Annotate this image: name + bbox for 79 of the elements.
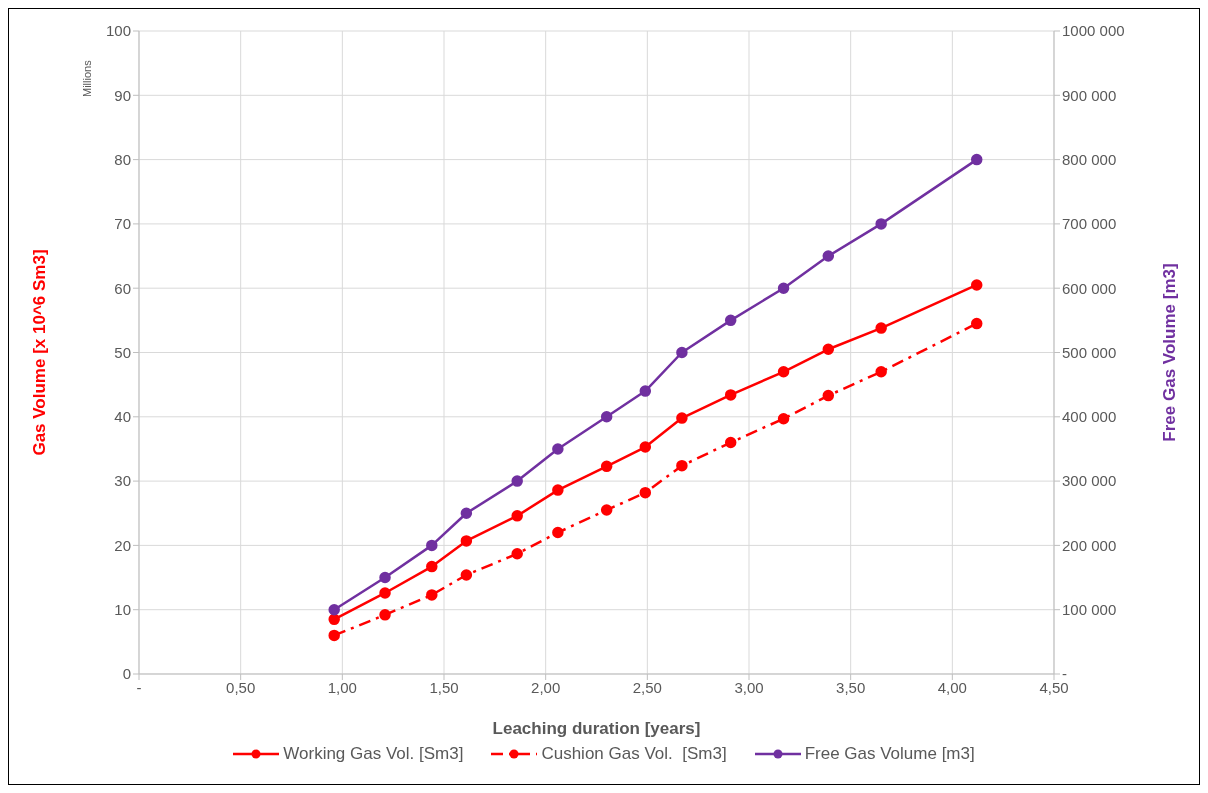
text: Millions <box>81 60 93 97</box>
y2-tick-label: 100 000 <box>1062 601 1117 619</box>
y-tick-label: 10 <box>114 601 131 619</box>
legend-label: Cushion Gas Vol. [Sm3] <box>541 744 727 764</box>
point <box>639 441 652 453</box>
y2-tick-label: 700 000 <box>1062 215 1117 233</box>
point <box>970 279 983 291</box>
legend-label: Free Gas Volume [m3] <box>804 744 975 764</box>
point <box>511 510 523 522</box>
y-tick-label: 20 <box>114 536 131 554</box>
x-axis-title: Leaching duration [years] <box>492 719 701 738</box>
point <box>328 603 340 616</box>
y-tick-label: 90 <box>114 86 131 104</box>
y2-tick-label: 200 000 <box>1062 536 1117 554</box>
legend-label: Working Gas Vol. [Sm3] <box>283 744 464 764</box>
x-tick-label: 1,00 <box>327 678 357 696</box>
point <box>511 475 523 487</box>
y-tick-label: 100 <box>105 22 131 40</box>
y-tick-label: 70 <box>114 215 131 233</box>
x-tick-label: 2,00 <box>531 678 561 696</box>
x-tick-label: 3,50 <box>836 678 866 696</box>
point <box>724 436 737 449</box>
point <box>875 218 887 230</box>
point <box>600 411 613 423</box>
point <box>328 629 340 642</box>
y2-tick-label: 500 000 <box>1062 343 1117 361</box>
y-tick-label: 30 <box>114 472 131 490</box>
y2-axis-title: Free Gas Volume [m3] <box>1160 263 1180 442</box>
point <box>552 484 564 496</box>
y-axis-title: Gas Volume [x 10^6 Sm3] <box>30 249 50 456</box>
point <box>875 322 887 334</box>
point <box>379 587 391 599</box>
point <box>970 153 983 166</box>
x-tick-label: 4,00 <box>937 678 967 696</box>
x-tick-label: 3,00 <box>734 678 764 696</box>
point <box>552 443 564 455</box>
point <box>724 389 737 401</box>
point <box>676 459 688 472</box>
point <box>426 539 438 552</box>
point <box>777 412 790 425</box>
y-tick-label: 0 <box>122 665 131 683</box>
point <box>875 366 887 378</box>
point <box>552 526 564 539</box>
point <box>777 366 790 378</box>
x-tick-label: 2,50 <box>632 678 662 696</box>
point <box>328 613 340 626</box>
x-tick-label: 1,50 <box>429 678 459 696</box>
y-tick-label: 40 <box>114 408 131 426</box>
y-tick-label: 60 <box>114 279 131 297</box>
point <box>379 609 391 621</box>
point <box>639 486 652 499</box>
point <box>511 548 523 560</box>
x-tick-label: - <box>136 678 142 696</box>
point <box>460 569 473 581</box>
point <box>426 589 438 601</box>
y2-tick-label: 400 000 <box>1062 408 1117 426</box>
point <box>777 282 790 294</box>
y2-tick-label: 900 000 <box>1062 86 1117 104</box>
y2-tick-label: 600 000 <box>1062 279 1117 297</box>
point <box>460 507 473 519</box>
point <box>724 314 737 327</box>
point <box>460 535 473 547</box>
point <box>639 385 652 397</box>
point <box>676 412 688 424</box>
x-tick-label: 0,50 <box>226 678 256 696</box>
point <box>426 560 438 573</box>
point <box>379 571 391 584</box>
y-tick-label: 50 <box>114 343 131 361</box>
point <box>822 343 835 356</box>
point <box>600 460 613 473</box>
point <box>600 504 613 516</box>
point <box>822 250 835 262</box>
point <box>676 346 688 359</box>
y2-tick-label: 300 000 <box>1062 472 1117 490</box>
point <box>822 389 835 402</box>
point <box>970 317 983 330</box>
y2-tick-label: 800 000 <box>1062 150 1117 168</box>
y2-tick-label: 1000 000 <box>1062 22 1125 40</box>
y-tick-label: 80 <box>114 150 131 168</box>
